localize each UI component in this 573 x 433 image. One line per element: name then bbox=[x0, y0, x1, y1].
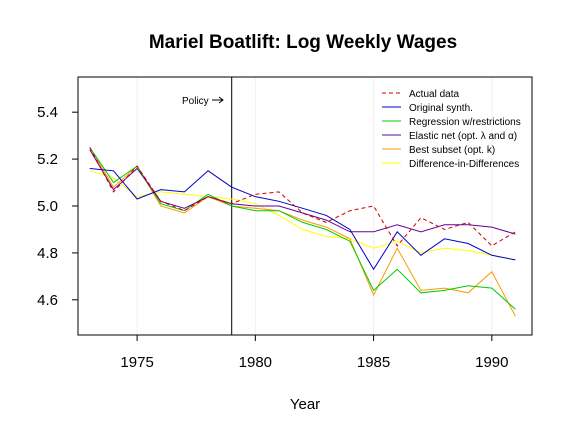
series-line-0 bbox=[89, 147, 516, 247]
y-tick-label: 5.4 bbox=[37, 104, 58, 121]
series-line-1 bbox=[89, 168, 516, 271]
x-tick-label: 1985 bbox=[357, 354, 390, 371]
legend-label: Actual data bbox=[409, 89, 459, 100]
y-tick-label: 4.6 bbox=[37, 292, 58, 309]
y-tick-label: 4.8 bbox=[37, 245, 58, 262]
x-tick-label: 1975 bbox=[120, 354, 153, 371]
series-line-2 bbox=[89, 147, 516, 310]
legend-label: Original synth. bbox=[409, 103, 473, 114]
chart-title: Mariel Boatlift: Log Weekly Wages bbox=[149, 32, 457, 53]
plot-frame bbox=[77, 76, 533, 336]
x-axis-label: Year bbox=[290, 396, 320, 413]
legend-label: Difference-in-Differences bbox=[409, 159, 519, 170]
legend-label: Best subset (opt. k) bbox=[409, 145, 495, 156]
legend: Actual data Original synth. Regression w/r… bbox=[382, 89, 521, 170]
x-axis: 1975 1980 1985 1990 bbox=[120, 335, 508, 371]
series-line-4 bbox=[89, 147, 516, 317]
legend-label: Elastic net (opt. λ and α) bbox=[409, 131, 517, 142]
legend-label: Regression w/restrictions bbox=[409, 117, 521, 128]
y-tick-label: 5.0 bbox=[37, 198, 58, 215]
series-line-5 bbox=[89, 170, 516, 261]
y-tick-label: 5.2 bbox=[37, 151, 58, 168]
x-tick-label: 1990 bbox=[475, 354, 508, 371]
x-tick-label: 1980 bbox=[239, 354, 272, 371]
policy-label: Policy bbox=[182, 96, 209, 107]
y-axis: 4.6 4.8 5.0 5.2 5.4 bbox=[37, 104, 78, 309]
policy-arrow-head bbox=[218, 96, 224, 104]
grid-lines bbox=[136, 77, 493, 335]
series-lines bbox=[89, 147, 516, 317]
